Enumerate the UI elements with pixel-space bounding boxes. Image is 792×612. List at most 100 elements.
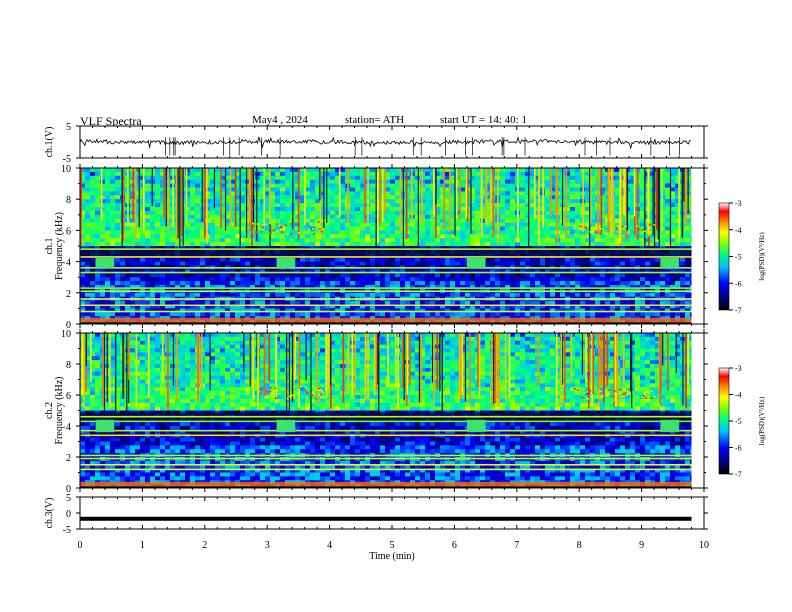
spectrogram-cell [295,242,301,247]
spectrogram-cell [510,222,516,227]
spectrogram-cell [225,222,231,227]
spectrogram-cell [285,238,291,243]
spectrogram-cell [620,238,626,243]
spectrogram-cell [585,203,591,208]
spectrogram-cell [85,226,91,231]
spectrogram-cell [395,312,401,317]
spectrogram-cell [160,257,166,262]
spectrogram-cell [675,234,681,239]
spectrogram-cell [310,238,316,243]
spectrogram-cell [95,269,101,274]
spectrogram-cell [390,242,396,247]
spectrogram-cell [210,195,216,200]
spectrogram-cell [300,257,306,262]
spectrogram-cell [150,226,156,231]
spectrogram-cell [215,238,221,243]
spectrogram-cell [100,187,106,192]
spectrogram-cell [630,312,636,317]
spectrogram-cell [400,207,406,212]
spectrogram-cell [380,312,386,317]
spectrogram-cell [545,179,551,184]
spectrogram-cell [420,242,426,247]
spectrogram-cell [345,292,351,298]
spectrogram-cell [210,300,216,305]
spectrogram-cell [465,285,471,290]
spectrogram-cell [435,203,441,208]
spectrogram-cell [430,242,436,247]
spectrogram-cell [660,238,666,243]
spectrogram-cell [185,210,191,216]
spectrogram-cell [245,222,251,227]
figure-title: VLF Spectra [80,114,142,128]
spectrogram-cell [685,242,691,247]
spectrogram-cell [255,191,261,196]
spectrogram-cell [195,269,201,274]
spectrogram-cell [100,199,106,204]
spectrogram-cell [95,273,101,278]
spectrogram-cell [105,207,111,212]
spectrogram-cell [195,226,201,231]
spectrogram-cell [315,230,321,235]
spectrogram-cell [165,292,171,298]
spectrogram-cell [615,242,621,247]
spectrogram-cell [320,199,326,204]
spectrogram-cell [535,238,541,243]
spectrogram-cell [485,300,491,305]
spectrogram-cell [80,261,86,266]
spectrogram-cell [535,300,541,305]
spectrogram-cell [615,277,621,282]
spectrogram-cell [450,171,456,177]
spectrogram-cell [620,261,626,266]
spectrogram-cell [565,269,571,274]
spectrogram-cell [140,195,146,200]
spectrogram-cell [205,300,211,305]
spectrogram-cell [625,257,631,262]
spectrogram-cell [620,292,626,298]
spectrogram-cell [675,308,681,313]
spectrogram-cell [355,175,361,181]
spectrogram-cell [525,214,531,220]
spectrogram-cell [665,308,671,313]
spectrogram-cell [510,285,516,290]
spectrogram-cell [605,234,611,239]
spectrogram-cell [395,214,401,220]
sferic-streak [134,168,137,243]
spectrogram-cell [470,277,476,282]
spectrogram-cell [265,171,271,177]
spectrogram-cell [605,269,611,274]
spectrogram-cell [545,218,551,223]
spectrogram-cell [280,183,286,188]
spectrogram-cell [470,234,476,239]
spectrogram-cell [245,238,251,243]
spectrogram-cell [670,203,676,208]
spectrogram-cell [565,207,571,212]
spectrogram-cell [245,269,251,274]
spectrogram-cell [525,242,531,247]
spectrogram-cell [200,234,206,239]
spectrogram-cell [215,292,221,298]
spectrogram-cell [595,281,601,286]
spectrogram-cell [545,273,551,278]
spectrogram-cell [260,269,266,274]
spectrogram-cell [285,195,291,200]
spectrogram-cell [480,195,486,200]
spectrogram-cell [475,230,481,235]
spectrogram-cell [580,261,586,266]
spectrogram-cell [90,168,96,173]
spectrogram-cell [235,207,241,212]
spectrogram-cell [365,242,371,247]
spectrogram-cell [480,191,486,196]
spectrogram-cell [190,226,196,231]
spectrogram-cell [355,257,361,262]
spectrogram-cell [545,277,551,282]
spectrogram-cell [460,285,466,290]
spectrogram-cell [450,285,456,290]
spectrogram-cell [425,242,431,247]
spectrogram-cell [210,304,216,309]
spectrogram-cell [325,187,331,192]
spectrogram-cell [235,312,241,317]
spectrogram-cell [535,179,541,184]
spectrogram-cell [505,230,511,235]
spectrogram-cell [220,191,226,196]
spectrogram-cell [545,191,551,196]
